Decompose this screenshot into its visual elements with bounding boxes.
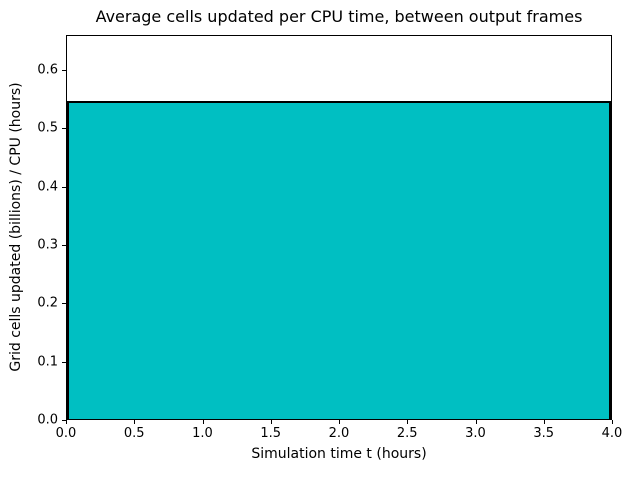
x-tick-mark <box>543 420 545 424</box>
y-tick-label: 0.0 <box>37 412 58 428</box>
x-tick-mark <box>612 420 613 424</box>
y-tick-mark <box>62 70 66 71</box>
x-tick-label: 1.5 <box>260 426 282 441</box>
area-series <box>67 101 611 419</box>
y-tick-mark <box>62 303 66 305</box>
x-tick-mark <box>270 420 272 424</box>
x-tick-mark <box>202 420 204 424</box>
y-tick-label: 0.4 <box>37 179 58 195</box>
y-tick-mark <box>62 361 66 363</box>
x-tick-mark <box>339 420 340 424</box>
x-tick-mark <box>134 420 136 424</box>
x-tick-label: 1.0 <box>192 426 213 441</box>
y-tick-label: 0.5 <box>37 120 58 136</box>
x-tick-mark <box>475 420 477 424</box>
x-tick-mark <box>407 420 409 424</box>
x-tick-label: 0.5 <box>123 426 145 441</box>
x-tick-label: 4.0 <box>601 426 623 441</box>
y-tick-label: 0.2 <box>37 295 58 311</box>
x-tick-label: 2.5 <box>396 426 418 441</box>
x-tick-label: 2.0 <box>328 426 350 441</box>
chart-title: Average cells updated per CPU time, betw… <box>95 7 583 26</box>
y-tick-label: 0.6 <box>37 62 58 78</box>
y-tick-mark <box>62 420 66 421</box>
x-tick-label: 0.0 <box>55 426 77 441</box>
y-tick-mark <box>62 186 66 188</box>
x-tick-label: 3.0 <box>465 426 486 441</box>
x-tick-label: 3.5 <box>533 426 555 441</box>
x-axis-label: Simulation time t (hours) <box>251 446 427 462</box>
x-tick-mark <box>66 420 67 424</box>
y-tick-mark <box>62 245 66 246</box>
y-tick-label: 0.1 <box>37 354 58 370</box>
y-tick-label: 0.3 <box>37 237 58 253</box>
plot-area <box>66 35 612 420</box>
y-tick-mark <box>62 128 66 130</box>
